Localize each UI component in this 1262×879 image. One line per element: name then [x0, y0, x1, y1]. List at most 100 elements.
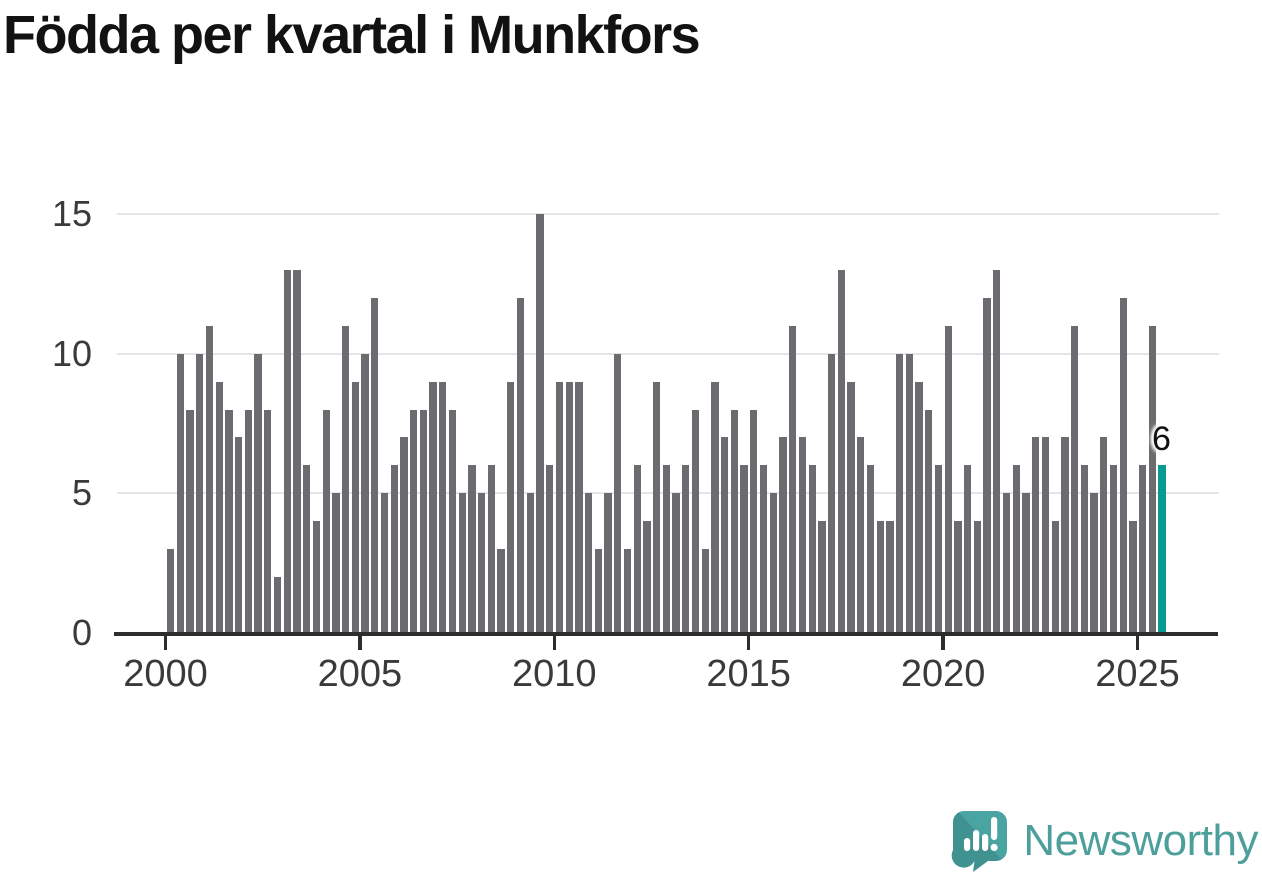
chart-title: Födda per kvartal i Munkfors [3, 5, 701, 65]
bar [351, 381, 359, 633]
bar [1109, 465, 1118, 633]
bar [584, 493, 593, 633]
bar [769, 493, 777, 633]
bar [1051, 521, 1059, 633]
bar [1090, 493, 1098, 633]
bar [662, 465, 671, 633]
bar-highlighted [1158, 465, 1166, 633]
x-axis-tick [163, 636, 168, 650]
bar [925, 409, 933, 633]
bar [400, 437, 408, 633]
bar [711, 381, 719, 633]
x-tick-label-2015: 2015 [706, 653, 791, 695]
bar [691, 409, 700, 633]
bar [1148, 325, 1157, 633]
bar [235, 437, 243, 633]
bar [176, 353, 185, 633]
bar [740, 465, 748, 633]
bar [750, 409, 758, 633]
bar [1119, 297, 1127, 633]
bar [730, 409, 739, 633]
bar [205, 325, 214, 633]
bar [1061, 437, 1069, 633]
bar [905, 353, 914, 633]
bar [623, 549, 632, 633]
bar [614, 353, 622, 633]
bar [497, 549, 505, 633]
bar [964, 465, 972, 633]
bar [934, 465, 943, 633]
bar [322, 409, 330, 633]
bar [1032, 437, 1040, 633]
bar [973, 521, 982, 633]
bar [1012, 465, 1020, 633]
x-axis-tick [746, 636, 751, 650]
bar [789, 325, 797, 633]
bar [827, 353, 836, 633]
x-tick-label-2000: 2000 [123, 653, 208, 695]
bar [847, 381, 855, 633]
bar [516, 297, 525, 633]
bar [507, 381, 515, 633]
y-tick-label-15: 15 [51, 193, 92, 234]
bar [1129, 521, 1137, 633]
bar [633, 465, 641, 633]
newsworthy-logo-text: Newsworthy [1023, 816, 1258, 865]
bar [983, 297, 991, 633]
x-tick-label-2005: 2005 [317, 653, 403, 695]
bar [487, 465, 496, 633]
bar [944, 325, 952, 633]
bar [303, 465, 311, 633]
bar [448, 409, 457, 633]
bar [721, 437, 729, 633]
bar [701, 549, 709, 633]
bar [555, 381, 564, 633]
x-tick-label-2020: 2020 [900, 653, 986, 695]
bar [1041, 437, 1050, 633]
bar [759, 465, 768, 633]
bar [478, 493, 486, 633]
bar [857, 437, 865, 633]
bar [458, 493, 466, 633]
x-tick-label-2010: 2010 [512, 653, 597, 695]
bar [419, 409, 428, 633]
bar [779, 437, 787, 633]
bar [1100, 437, 1108, 633]
bar [312, 521, 321, 633]
x-axis-tick [358, 636, 362, 650]
bar [915, 381, 923, 633]
bar [361, 353, 369, 633]
x-axis-line [114, 632, 1218, 636]
bar [439, 381, 447, 633]
bar [1080, 465, 1088, 633]
bar [244, 409, 253, 633]
bar [808, 465, 816, 633]
x-axis-tick [552, 636, 556, 650]
bar [468, 465, 476, 633]
bar [818, 521, 826, 633]
bar [215, 381, 223, 633]
bar [798, 437, 807, 633]
bar [653, 381, 661, 633]
x-axis-tick [1135, 636, 1140, 650]
bar [993, 269, 1001, 633]
bar [332, 493, 340, 633]
bar [186, 409, 194, 633]
bar [1070, 325, 1079, 633]
bar [886, 521, 894, 633]
gridline-10 [116, 352, 1219, 355]
bar [876, 521, 884, 633]
bar [837, 269, 845, 633]
bar [196, 353, 204, 633]
bar [672, 493, 680, 633]
bar [283, 269, 291, 633]
bar [380, 493, 389, 633]
bar [643, 521, 651, 633]
bar [896, 353, 904, 633]
bar [1139, 465, 1147, 633]
bar [371, 297, 379, 633]
last-bar-value-label: 6 [1152, 420, 1171, 458]
bar [225, 409, 233, 633]
newsworthy-logo: Newsworthy [951, 809, 1258, 873]
bar [264, 409, 272, 633]
